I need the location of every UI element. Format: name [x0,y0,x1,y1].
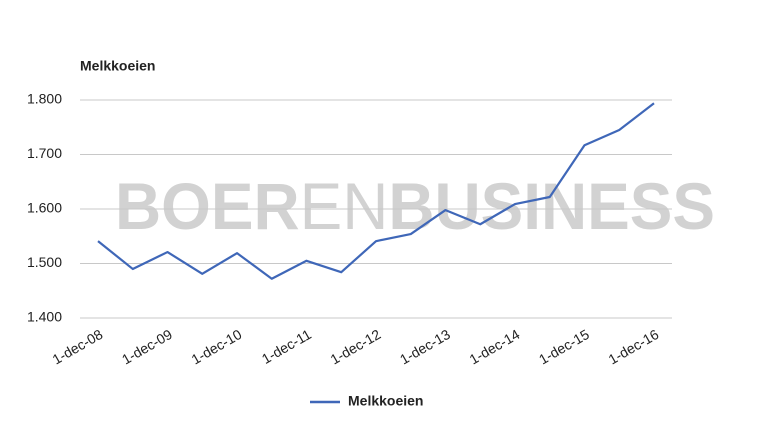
watermark-part: EN [300,169,389,243]
watermark-part: BOER [115,169,300,243]
x-tick-label: 1-dec-13 [397,326,453,368]
chart-title: Melkkoeien [80,58,155,74]
y-tick-label: 1.500 [27,254,62,270]
y-tick-label: 1.600 [27,200,62,216]
x-tick-label: 1-dec-15 [536,326,592,368]
x-tick-label: 1-dec-10 [188,326,244,368]
x-tick-label: 1-dec-09 [119,326,175,368]
watermark: BOERENBUSINESS [115,169,715,243]
legend-label: Melkkoeien [348,393,423,409]
y-tick-label: 1.400 [27,309,62,325]
y-tick-label: 1.800 [27,91,62,107]
watermark-part: BUSINESS [388,169,715,243]
x-tick-label: 1-dec-12 [327,326,383,368]
line-series [97,102,655,280]
x-tick-label: 1-dec-16 [605,326,661,368]
x-tick-label: 1-dec-14 [466,326,522,368]
x-tick-label: 1-dec-08 [49,326,105,368]
x-tick-label: 1-dec-11 [259,326,314,367]
y-tick-label: 1.700 [27,145,62,161]
